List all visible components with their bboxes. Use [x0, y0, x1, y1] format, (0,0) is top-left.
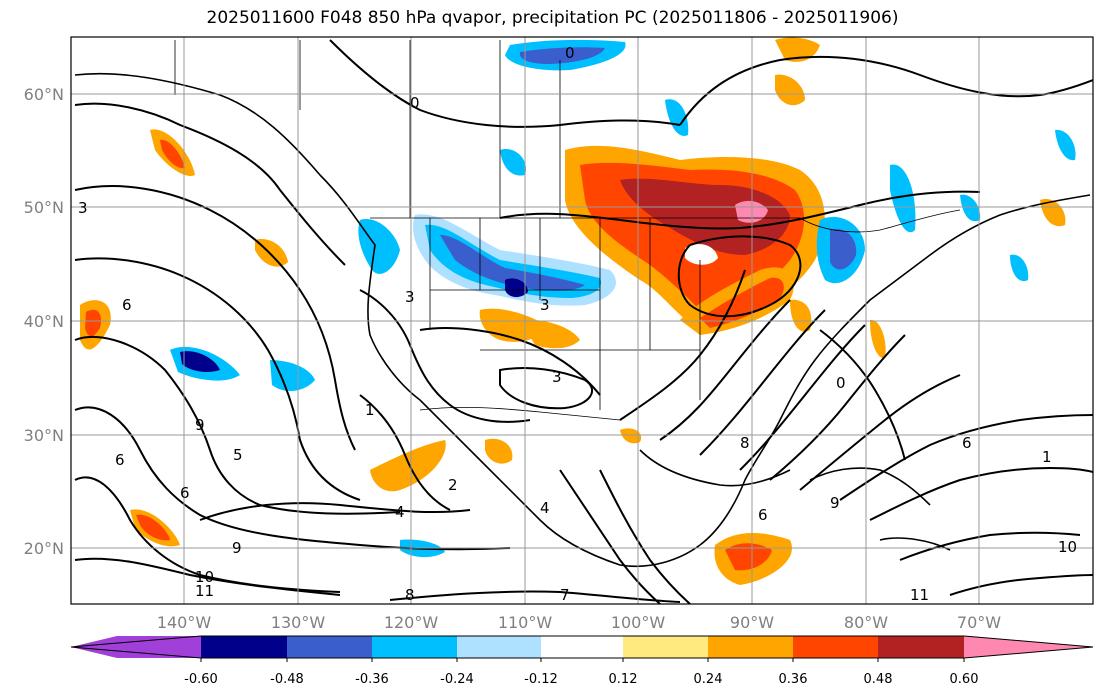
lon-label: 100°W	[611, 613, 666, 632]
contour-label: 3	[552, 368, 562, 386]
colorbar-tick-label: -0.48	[270, 672, 304, 687]
contour-label: 9	[232, 539, 242, 557]
lon-label: 70°W	[957, 613, 1001, 632]
contour-label: 5	[233, 446, 243, 464]
lon-label: 140°W	[157, 613, 212, 632]
contour-label: 1	[1042, 448, 1052, 466]
lon-label: 120°W	[384, 613, 439, 632]
colorbar-extend-max	[964, 636, 1093, 658]
colorbar-bin	[623, 636, 708, 658]
colorbar-tick-label: -0.36	[355, 672, 389, 687]
colorbar-bin	[457, 636, 541, 658]
contour-label: 9	[830, 494, 840, 512]
lat-label: 20°N	[24, 539, 64, 558]
contour-label: 9	[195, 416, 205, 434]
colorbar-labels: -0.60 -0.48 -0.36 -0.24 -0.12 0.12 0.24 …	[184, 672, 978, 687]
lon-label: 130°W	[271, 613, 326, 632]
colorbar	[70, 635, 1094, 662]
lon-label: 90°W	[730, 613, 774, 632]
contour-label: 3	[540, 296, 550, 314]
contour-label: 6	[122, 296, 132, 314]
latitude-labels: 60°N 50°N 40°N 30°N 20°N	[24, 85, 64, 558]
contour-label: 0	[565, 44, 575, 62]
contour-label: 7	[560, 586, 570, 604]
colorbar-tick-label: -0.60	[184, 672, 218, 687]
contour-label: 6	[115, 451, 125, 469]
colorbar-tick-label: 0.48	[864, 672, 893, 687]
lat-label: 50°N	[24, 198, 64, 217]
contour-label: 0	[836, 374, 846, 392]
colorbar-extend-min	[71, 636, 201, 658]
contour-label: 6	[180, 484, 190, 502]
coastlines	[74, 72, 1091, 568]
colorbar-bin	[793, 636, 878, 658]
contour-label: 6	[758, 506, 768, 524]
contour-labels: 0 0 0 3 3 3 3 6 6 6 6 9 9 10 11 11 8 8 7…	[78, 44, 1077, 604]
colorbar-bin	[287, 636, 372, 658]
contour-label: 0	[410, 94, 420, 112]
contour-label: 6	[962, 434, 972, 452]
colorbar-tick-label: 0.24	[694, 672, 723, 687]
lon-label: 110°W	[498, 613, 553, 632]
colorbar-bin	[708, 636, 793, 658]
contour-label: 4	[540, 499, 550, 517]
lat-label: 60°N	[24, 85, 64, 104]
lat-label: 40°N	[24, 312, 64, 331]
colorbar-bin	[201, 636, 287, 658]
contour-label: 8	[405, 586, 415, 604]
longitude-labels: 140°W 130°W 120°W 110°W 100°W 90°W 80°W …	[157, 613, 1001, 632]
colorbar-bin	[541, 636, 623, 658]
contour-label: 2	[448, 476, 458, 494]
colorbar-tick-label: 0.36	[779, 672, 808, 687]
graticule	[71, 37, 1093, 604]
colorbar-bin	[372, 636, 457, 658]
map-frame	[70, 36, 1094, 605]
colorbar-tick-label: 0.60	[950, 672, 979, 687]
colorbar-tick-label: 0.12	[609, 672, 638, 687]
contour-label: 8	[740, 434, 750, 452]
political-borders	[174, 40, 961, 421]
lon-label: 80°W	[844, 613, 888, 632]
plot-title: 2025011600 F048 850 hPa qvapor, precipit…	[206, 8, 899, 28]
contour-label: 3	[78, 199, 88, 217]
contour-label: 11	[910, 586, 929, 604]
lat-label: 30°N	[24, 426, 64, 445]
contour-label: 10	[195, 568, 214, 586]
colorbar-tick-label: -0.12	[524, 672, 558, 687]
colorbar-tick-label: -0.24	[440, 672, 474, 687]
contour-label: 1	[365, 401, 375, 419]
contour-label: 10	[1058, 538, 1077, 556]
contour-label: 3	[405, 288, 415, 306]
contour-label: 4	[395, 503, 405, 521]
colorbar-bin	[878, 636, 964, 658]
contour-label: 11	[195, 582, 214, 600]
